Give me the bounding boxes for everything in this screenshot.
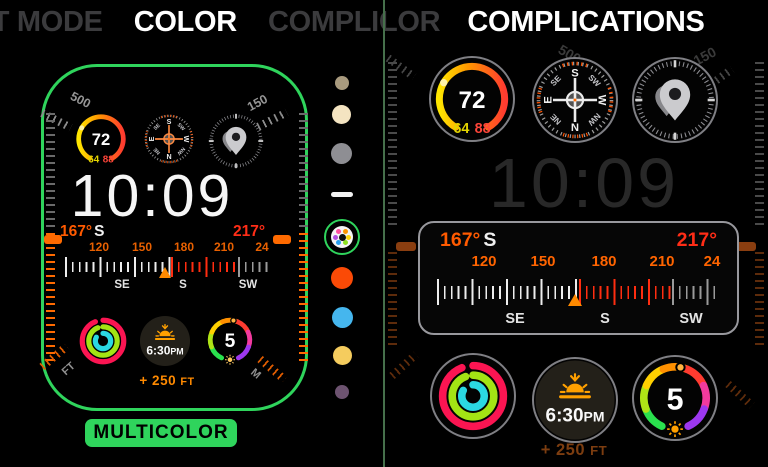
dim-marker-right <box>736 242 756 251</box>
scale-ticks-right-gray <box>299 113 308 231</box>
location-complication <box>208 113 264 169</box>
activity-rings-complication <box>75 313 131 369</box>
mode-carousel: LOR COMPLICATIONS <box>384 6 705 39</box>
tab-color[interactable]: COLOR <box>133 6 238 38</box>
dim-ticks-right-gray <box>755 62 764 230</box>
bearing-scale-tick: 180 <box>173 240 195 254</box>
bearing-tick-strip <box>437 279 720 306</box>
compass-complication-slot[interactable] <box>532 57 618 143</box>
tab-color-partial[interactable]: LOR <box>384 6 441 38</box>
altimeter-scale-150: 150 <box>244 91 270 115</box>
scale-ticks-left-orange <box>46 233 55 365</box>
time-display: 10:09 <box>70 163 234 229</box>
sunset-complication-slot[interactable] <box>532 357 618 443</box>
panel-divider <box>383 0 385 467</box>
scale-marker-right <box>273 235 291 244</box>
selected-color-label: MULTICOLOR <box>85 419 237 447</box>
bearing-dir-label: SE <box>114 279 130 291</box>
bearing-complication-slot-selected[interactable]: 167° S 217° 120 150 180 210 24 SE S SW <box>418 221 739 335</box>
swatch-tan[interactable] <box>335 76 349 90</box>
bearing-target: 217° <box>676 229 717 251</box>
dim-ticks-bottom-right <box>725 381 755 409</box>
altimeter-scale-500: 500 <box>67 89 93 111</box>
compass-complication <box>143 113 195 165</box>
elevation-gain: + 250 FT <box>139 373 195 388</box>
swatch-yellow[interactable] <box>333 346 352 365</box>
swatch-orange[interactable] <box>331 267 353 289</box>
dim-ticks-bottom-left <box>389 351 419 379</box>
location-complication-slot[interactable] <box>632 57 718 143</box>
elevation-gain-dimmed: + 250 FT <box>540 441 608 459</box>
bearing-scale-tick: 210 <box>649 253 675 270</box>
scale-ticks-bottom-right <box>257 355 288 383</box>
watch-face-preview: 500 150 FT M 10:09 167° S <box>39 64 308 411</box>
swatch-white[interactable] <box>331 192 353 197</box>
swatch-multicolor-selected[interactable] <box>324 219 360 255</box>
swatch-blue[interactable] <box>332 307 353 328</box>
bearing-target: 217° <box>233 223 266 240</box>
dim-ticks-left-gray <box>388 62 397 230</box>
bearing-scale-tick: 150 <box>131 240 153 254</box>
bearing-dir-label: SE <box>505 311 525 327</box>
mode-carousel: IT MODE COLOR COMPLIC <box>0 6 384 39</box>
scale-marker-left <box>44 235 62 244</box>
activity-rings-complication-slot[interactable] <box>430 353 516 439</box>
bearing-scale-tick: 210 <box>213 240 235 254</box>
bearing-dir-label: SW <box>679 311 703 327</box>
dim-ticks-right-orange <box>755 252 764 347</box>
dim-ticks-left-orange <box>388 252 397 347</box>
uv-index-complication <box>204 314 256 366</box>
color-edit-panel: IT MODE COLOR COMPLIC 500 150 FT M <box>0 6 384 447</box>
temperature-complication <box>73 111 129 167</box>
bearing-scale-tick: 150 <box>530 253 556 270</box>
bearing-scale-tick: 120 <box>88 240 110 254</box>
bearing-dir-label: S <box>600 311 610 327</box>
swatch-purple[interactable] <box>335 385 349 399</box>
tab-complications-partial[interactable]: COMPLIC <box>267 6 384 38</box>
unit-label-m: M <box>248 366 263 382</box>
bearing-scale-tick: 24 <box>703 253 721 270</box>
swatch-gray[interactable] <box>331 143 352 164</box>
scale-ticks-right-orange <box>299 233 308 365</box>
scale-ticks-top-left <box>40 109 73 132</box>
bearing-scale-tick: 120 <box>471 253 497 270</box>
bearing-heading: 167° S <box>60 223 105 240</box>
bearing-scale-tick: 24 <box>255 240 269 254</box>
bearing-dir-label: S <box>179 279 187 291</box>
bearing-tick-strip <box>65 257 270 278</box>
multicolor-wheel <box>331 226 353 248</box>
scale-ticks-left-gray <box>46 113 55 231</box>
sunset-complication <box>139 315 191 367</box>
uv-index-complication-slot[interactable] <box>632 355 718 441</box>
bearing-heading: 167° S <box>440 229 497 251</box>
bearing-pointer <box>159 267 171 278</box>
bearing-scale-tick: 180 <box>591 253 617 270</box>
swatch-cream[interactable] <box>332 105 351 124</box>
dim-marker-left <box>396 242 416 251</box>
bearing-pointer <box>568 294 582 306</box>
tab-edit-mode[interactable]: IT MODE <box>0 6 103 38</box>
complications-edit-panel: LOR COMPLICATIONS 500 150 10:09 <box>384 0 768 467</box>
tab-complications[interactable]: COMPLICATIONS <box>467 6 705 38</box>
temperature-complication-slot[interactable] <box>429 56 515 142</box>
bearing-dir-label: SW <box>238 279 258 291</box>
time-display-dimmed: 10:09 <box>488 144 680 222</box>
